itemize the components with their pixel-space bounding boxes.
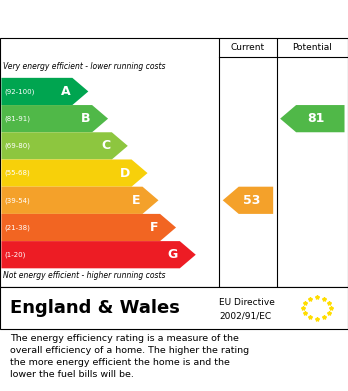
Text: 53: 53 [243, 194, 260, 207]
Polygon shape [1, 214, 176, 241]
Text: (69-80): (69-80) [5, 143, 31, 149]
Text: Current: Current [231, 43, 265, 52]
Text: 2002/91/EC: 2002/91/EC [219, 311, 271, 320]
Text: C: C [101, 139, 110, 152]
Text: (81-91): (81-91) [5, 115, 31, 122]
Text: 81: 81 [307, 112, 324, 125]
Text: G: G [168, 248, 178, 261]
Text: F: F [150, 221, 158, 234]
Text: (55-68): (55-68) [5, 170, 31, 176]
Text: (39-54): (39-54) [5, 197, 31, 204]
Text: (92-100): (92-100) [5, 88, 35, 95]
Polygon shape [280, 105, 345, 132]
Text: (1-20): (1-20) [5, 251, 26, 258]
Text: England & Wales: England & Wales [10, 299, 180, 317]
Polygon shape [1, 132, 128, 160]
Text: (21-38): (21-38) [5, 224, 31, 231]
Text: B: B [81, 112, 90, 125]
Text: EU Directive: EU Directive [219, 298, 275, 307]
Text: Not energy efficient - higher running costs: Not energy efficient - higher running co… [3, 271, 166, 280]
Text: Potential: Potential [292, 43, 332, 52]
Text: Energy Efficiency Rating: Energy Efficiency Rating [10, 11, 232, 27]
Polygon shape [1, 187, 158, 214]
Text: E: E [132, 194, 141, 207]
Text: The energy efficiency rating is a measure of the
overall efficiency of a home. T: The energy efficiency rating is a measur… [10, 334, 250, 379]
Text: D: D [120, 167, 130, 179]
Polygon shape [1, 78, 88, 105]
Polygon shape [1, 105, 108, 132]
Polygon shape [223, 187, 273, 214]
Text: A: A [61, 85, 71, 98]
Polygon shape [1, 160, 148, 187]
Text: Very energy efficient - lower running costs: Very energy efficient - lower running co… [3, 62, 166, 71]
Polygon shape [1, 241, 196, 268]
